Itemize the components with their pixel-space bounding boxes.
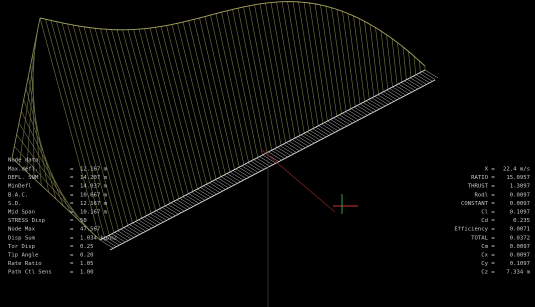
readout-value: 0.0071: [510, 227, 530, 233]
readout-value: 1.00: [80, 270, 93, 276]
readout-label: RATIO: [471, 175, 488, 181]
readout-value: 14.037 m: [80, 184, 108, 190]
readout-value: 50: [80, 218, 87, 224]
readout-label: S.D.: [8, 201, 21, 207]
readout-value: 0.0097: [510, 244, 530, 250]
readout-label: Cl: [481, 210, 488, 216]
readout-value: 0.1097: [510, 261, 530, 267]
readout-label: Node Max: [8, 227, 36, 233]
readout-label: STRESS Disp: [8, 218, 46, 224]
readout-value: 1.034 kg/m2: [80, 235, 117, 241]
readout-label: MinDefl: [8, 184, 32, 190]
readout-value: 47.567: [80, 227, 100, 233]
readout-value: 7.334 m: [506, 270, 530, 276]
readout-label: THRUST: [468, 184, 489, 190]
readout-label: Efficiency: [454, 227, 488, 233]
readout-value: 1.05: [80, 261, 93, 267]
readout-value: 0.0097: [510, 192, 530, 198]
readout-value: 0.1097: [510, 210, 530, 216]
readout-label: Disp Sum: [8, 235, 36, 241]
readout-label: Max.defl.: [8, 167, 38, 173]
readout-value: 0.0097: [510, 253, 530, 259]
readout-value: 0.25: [80, 244, 93, 250]
readout-label: TOTAL: [471, 235, 488, 241]
panel-title: Node data: [8, 158, 38, 164]
readout-label: Path Ctl Sens: [8, 270, 52, 276]
readout-value: 12.167 m: [80, 167, 108, 173]
readout-value: 0.0097: [510, 201, 530, 207]
readout-value: 14.207 m: [80, 175, 108, 181]
readout-value: 0.235: [513, 218, 530, 224]
readout-label: Mid Span: [8, 210, 35, 216]
readout-label: CONSTANT: [461, 201, 489, 207]
readout-value: 10.167 m: [80, 210, 108, 216]
readout-label: DEFL. SUM: [8, 175, 39, 181]
readout-label: Cz: [481, 270, 488, 276]
readout-value: 12.167 m: [80, 201, 108, 207]
readout-label: Cm: [481, 244, 488, 250]
readout-label: Rodl: [475, 192, 488, 198]
readout-value: 0.20: [80, 253, 93, 259]
readout-value: 22.4 m/s: [503, 167, 530, 173]
readout-value: 10.667 m: [80, 192, 108, 198]
readout-value: 0.0372: [510, 235, 530, 241]
readout-label: Cd: [481, 218, 488, 224]
viewport: Node dataMax.defl.=12.167 mDEFL. SUM=14.…: [0, 0, 535, 307]
readout-value: 15.0957: [506, 175, 530, 181]
readout-label: Cx: [481, 253, 488, 259]
readout-label: B.A.C.: [8, 192, 28, 198]
readout-label: Tip Angle: [8, 253, 39, 259]
readout-label: Cy: [481, 261, 488, 267]
page: {"left_panel": {"title": "Node data", "s…: [0, 0, 535, 307]
readout-label: Rate Ratio: [8, 261, 42, 267]
readout-label: Tor Disp: [8, 244, 36, 250]
readout-value: 1.3097: [510, 184, 530, 190]
